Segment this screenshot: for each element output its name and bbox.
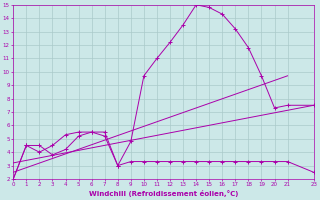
X-axis label: Windchill (Refroidissement éolien,°C): Windchill (Refroidissement éolien,°C) [89, 190, 238, 197]
